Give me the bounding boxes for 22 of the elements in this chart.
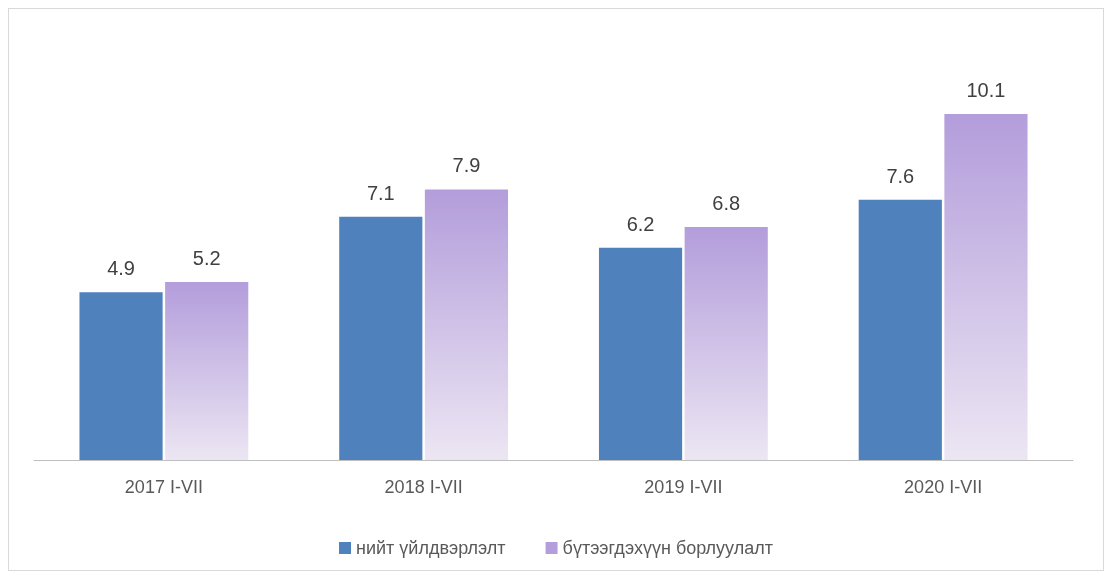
x-tick-label: 2017 I-VII [124, 477, 203, 497]
legend-label: бүтээгдэхүүн борлуулалт [562, 538, 773, 558]
bar [165, 281, 249, 460]
x-tick-label: 2019 I-VII [644, 477, 723, 497]
bar [598, 247, 683, 460]
data-label: 6.2 [626, 212, 655, 235]
data-label: 7.9 [452, 154, 481, 177]
bar [339, 216, 423, 460]
x-tick-label: 2020 I-VII [904, 477, 983, 497]
x-tick-label: 2018 I-VII [384, 477, 463, 497]
bar [684, 227, 768, 460]
data-label: 7.6 [886, 164, 915, 187]
data-label: 7.1 [366, 181, 395, 204]
data-label: 5.2 [192, 246, 221, 269]
data-label: 4.9 [107, 257, 135, 280]
data-label: 6.8 [712, 192, 741, 215]
bar [858, 199, 942, 460]
legend-label: нийт үйлдвэрлэлт [356, 538, 506, 558]
bar [79, 292, 163, 460]
bar [424, 189, 509, 460]
bar [944, 114, 1028, 460]
data-label: 10.1 [966, 79, 1006, 102]
